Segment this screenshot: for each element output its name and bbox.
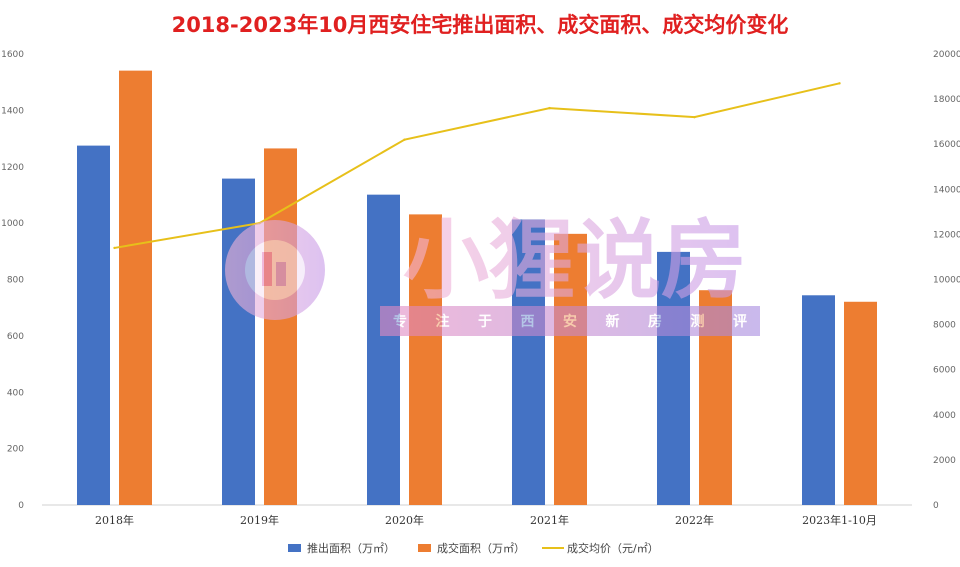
category-label: 2020年 [385, 513, 424, 527]
left-tick-label: 800 [7, 276, 24, 286]
left-y-axis: 0 200 400 600 800 1000 1200 1400 1600 [1, 50, 24, 511]
bar-deal-area [409, 214, 442, 505]
right-tick-label: 20000 [933, 50, 960, 60]
bars [77, 70, 877, 506]
right-tick-label: 14000 [933, 185, 960, 195]
legend-label: 推出面积（万㎡） [307, 541, 395, 555]
bar-deal-area [844, 301, 877, 505]
right-y-axis: 0 2000 4000 6000 8000 10000 12000 14000 16000 180… [933, 50, 960, 511]
bar-deal-area [119, 70, 152, 506]
category-label: 2023年1-10月 [802, 513, 877, 527]
watermark-slogan-char: 新 [606, 313, 620, 330]
bar-deal-area [554, 233, 587, 505]
bar-launch-area [657, 251, 690, 505]
watermark-slogan-char: 于 [478, 314, 492, 330]
left-tick-label: 0 [18, 501, 24, 511]
watermark-slogan-bar [380, 306, 760, 336]
category-label: 2018年 [95, 513, 134, 527]
left-tick-label: 1600 [1, 50, 24, 60]
right-tick-label: 0 [933, 501, 939, 511]
right-tick-label: 16000 [933, 140, 960, 150]
left-tick-label: 200 [7, 445, 24, 455]
price-point [403, 138, 406, 141]
chart-title: 2018-2023年10月西安住宅推出面积、成交面积、成交均价变化 [172, 13, 789, 37]
legend-label: 成交均价（元/㎡） [567, 541, 659, 555]
right-tick-label: 4000 [933, 411, 956, 421]
bar-launch-area [367, 194, 400, 505]
watermark-logo-building-icon [262, 252, 272, 286]
price-point [113, 246, 116, 250]
price-point [838, 82, 841, 85]
watermark-slogan-char: 安 [563, 313, 577, 330]
watermark-text: 小猩说房 [403, 211, 747, 311]
right-tick-label: 12000 [933, 230, 960, 240]
watermark-slogan-char: 房 [648, 313, 662, 330]
left-tick-label: 600 [7, 332, 24, 342]
price-series-line [114, 82, 840, 249]
category-label: 2021年 [530, 513, 569, 527]
watermark-slogan-char: 西 [521, 314, 535, 330]
legend-label: 成交面积（万㎡） [437, 541, 525, 555]
left-tick-label: 1000 [1, 219, 24, 229]
price-point [693, 115, 696, 119]
left-tick-label: 1200 [1, 163, 24, 173]
watermark-logo-building2-icon [276, 262, 286, 286]
watermark-slogan: 专注于西安新房测评 [393, 313, 747, 330]
watermark-logo-inner-icon [245, 240, 305, 300]
legend-swatch [288, 544, 301, 552]
watermark-slogan-char: 注 [436, 313, 450, 330]
watermark-slogan-char: 评 [733, 314, 747, 330]
right-tick-label: 2000 [933, 456, 956, 466]
category-label: 2022年 [675, 513, 714, 527]
bar-launch-area [802, 295, 835, 505]
watermark-slogan-char: 专 [393, 313, 407, 330]
watermark: 小猩说房 专 注 于 西 安 新 房 测 评 [225, 211, 760, 336]
bar-launch-area [77, 145, 110, 505]
left-tick-label: 1400 [1, 106, 24, 116]
legend: 推出面积（万㎡） 成交面积（万㎡） 成交均价（元/㎡） [288, 541, 659, 555]
watermark-logo-icon [225, 220, 325, 320]
category-label: 2019年 [240, 513, 279, 527]
right-tick-label: 8000 [933, 321, 956, 331]
right-tick-label: 18000 [933, 95, 960, 105]
right-tick-label: 10000 [933, 276, 960, 286]
bar-launch-area [512, 219, 545, 505]
x-axis-categories: 2018年 2019年 2020年 2021年 2022年 2023年1-10月 [95, 513, 877, 527]
watermark-slogan-char: 测 [691, 313, 705, 330]
legend-swatch [418, 544, 431, 552]
price-point [548, 106, 551, 110]
left-tick-label: 400 [7, 388, 24, 398]
bar-deal-area [264, 148, 297, 505]
right-tick-label: 6000 [933, 366, 956, 376]
